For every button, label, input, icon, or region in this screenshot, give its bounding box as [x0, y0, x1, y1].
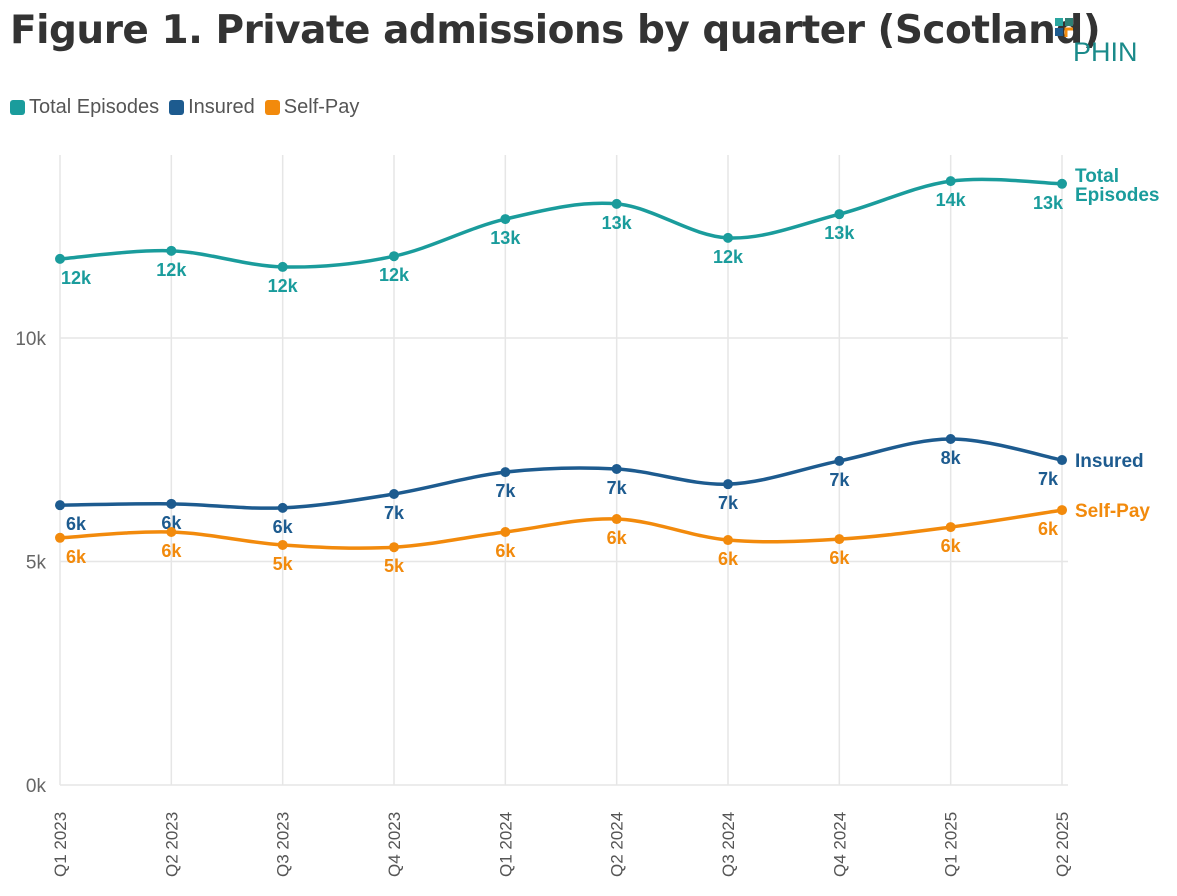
x-tick-label: Q3 2024: [719, 812, 738, 877]
chart-title: Figure 1. Private admissions by quarter …: [10, 8, 1101, 53]
data-point: [723, 479, 733, 490]
data-point: [834, 455, 845, 466]
data-label: 6k: [718, 549, 739, 569]
x-tick-label: Q2 2023: [162, 812, 181, 877]
data-label: 13k: [490, 228, 521, 248]
data-point: [277, 539, 288, 550]
data-label: 12k: [61, 268, 92, 288]
data-label: 6k: [829, 548, 850, 568]
data-point: [389, 251, 399, 262]
svg-text:PHIN: PHIN: [1073, 37, 1138, 67]
series-line-total-episodes: [59, 177, 1063, 269]
y-tick-label: 5k: [26, 553, 47, 574]
data-label: 6k: [607, 528, 628, 548]
data-label: 6k: [161, 541, 182, 561]
data-label: 6k: [941, 536, 962, 556]
data-label: 12k: [156, 260, 187, 280]
x-tick-label: Q4 2024: [830, 812, 849, 877]
series-end-label: Insured: [1075, 451, 1144, 472]
data-label: 5k: [384, 556, 405, 576]
y-tick-label: 10k: [15, 329, 46, 350]
data-label: 7k: [607, 478, 628, 498]
x-tick-label: Q1 2025: [942, 812, 961, 877]
data-point: [1057, 505, 1067, 516]
data-label: 13k: [1033, 193, 1064, 213]
data-label: 12k: [379, 265, 410, 285]
data-label: 8k: [941, 448, 962, 468]
data-point: [500, 526, 511, 537]
data-point: [389, 489, 399, 500]
legend-item[interactable]: Self-Pay: [264, 96, 360, 119]
data-point: [55, 500, 65, 511]
data-label: 12k: [268, 276, 299, 296]
series-end-label: Episodes: [1075, 185, 1159, 206]
data-point: [834, 209, 845, 220]
data-point: [611, 514, 622, 525]
series-line-self-pay: [59, 508, 1063, 550]
data-point: [611, 463, 622, 474]
data-label: 6k: [1038, 519, 1059, 539]
x-tick-label: Q2 2024: [608, 812, 627, 877]
series-end-label: Total: [1075, 166, 1119, 187]
data-point: [945, 176, 956, 187]
legend-swatch: [264, 100, 280, 115]
legend-label: Insured: [188, 96, 255, 118]
data-label: 7k: [829, 470, 850, 490]
data-point: [55, 253, 65, 264]
data-point: [389, 542, 399, 553]
legend-label: Self-Pay: [283, 96, 360, 118]
data-label: 7k: [1038, 469, 1059, 489]
legend: Total Episodes Insured Self-Pay: [10, 96, 359, 119]
data-label: 7k: [718, 493, 739, 513]
data-point: [611, 198, 622, 209]
data-label: 6k: [66, 547, 87, 567]
data-label: 12k: [713, 247, 744, 267]
legend-label: Total Episodes: [29, 96, 160, 118]
data-label: 13k: [602, 213, 633, 233]
data-point: [1057, 455, 1067, 466]
series-line-insured: [59, 437, 1063, 510]
data-label: 7k: [384, 503, 405, 523]
x-tick-label: Q4 2023: [385, 812, 404, 877]
data-point: [166, 498, 177, 509]
data-point: [166, 245, 177, 256]
x-tick-label: Q3 2023: [274, 812, 293, 877]
legend-item[interactable]: Insured: [169, 96, 255, 119]
data-point: [834, 534, 845, 545]
series-end-label: Self-Pay: [1075, 501, 1150, 522]
data-point: [500, 467, 511, 478]
data-label: 5k: [273, 554, 294, 574]
data-point: [500, 214, 511, 225]
data-label: 6k: [161, 513, 182, 533]
data-point: [166, 526, 177, 537]
legend-swatch: [10, 100, 25, 115]
data-label: 7k: [495, 481, 516, 501]
x-tick-label: Q1 2023: [51, 812, 70, 877]
data-label: 6k: [495, 541, 516, 561]
data-point: [945, 434, 956, 445]
legend-swatch: [169, 100, 185, 115]
x-tick-label: Q2 2025: [1053, 812, 1072, 877]
data-point: [1057, 178, 1067, 189]
data-label: 6k: [273, 517, 294, 537]
data-point: [723, 232, 733, 243]
data-point: [945, 522, 956, 533]
x-tick-label: Q1 2024: [496, 812, 515, 877]
data-label: 14k: [936, 190, 967, 210]
data-label: 13k: [824, 223, 855, 243]
data-point: [277, 502, 288, 513]
phin-logo: PHIN: [1055, 18, 1138, 67]
data-label: 6k: [66, 514, 87, 534]
data-point: [277, 261, 288, 272]
data-point: [723, 535, 733, 546]
legend-item[interactable]: Total Episodes: [10, 96, 159, 119]
data-point: [55, 532, 65, 543]
y-tick-label: 0k: [26, 776, 47, 797]
